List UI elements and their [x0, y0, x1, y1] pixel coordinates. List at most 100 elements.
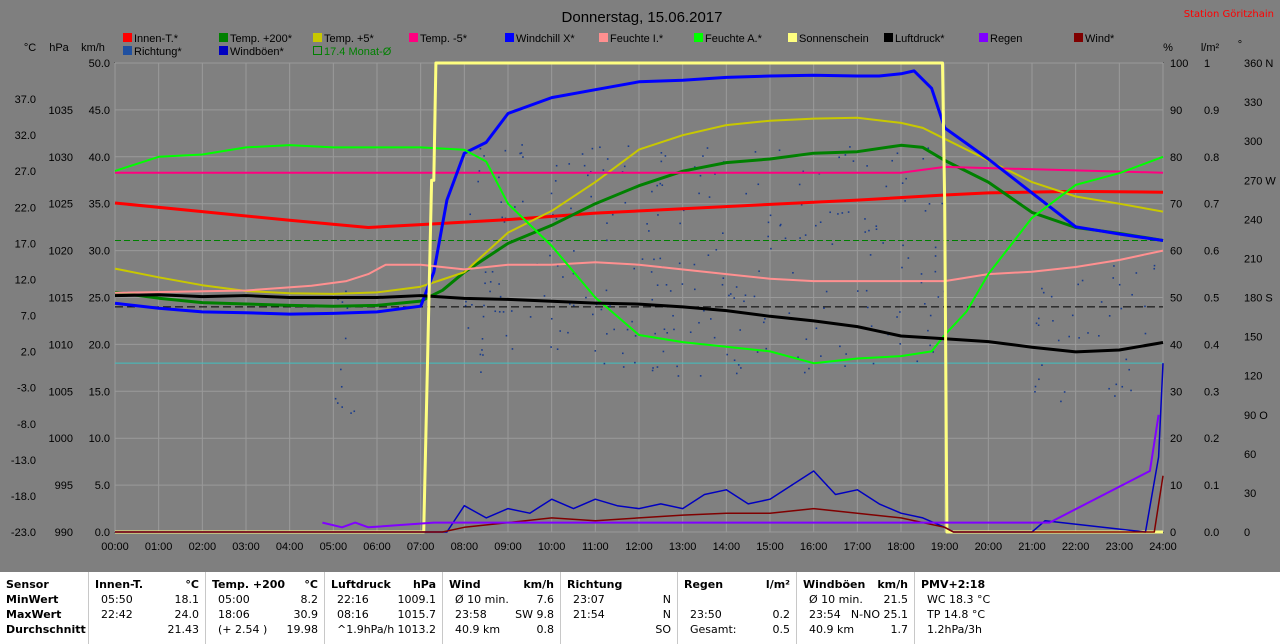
legend-swatch — [505, 33, 514, 42]
x-tick-label: 07:00 — [407, 541, 435, 553]
direction-dot — [514, 206, 516, 208]
stats-value-row: (+ 2.54 ) 19.98 — [218, 623, 318, 636]
direction-dot — [656, 284, 659, 286]
direction-dot — [708, 196, 711, 198]
series-feuchte-a- — [114, 144, 1164, 365]
x-tick-label: 17:00 — [844, 541, 872, 553]
stats-value-row: 40.9 km 0.8 — [455, 623, 554, 636]
direction-dot — [1128, 368, 1130, 371]
direction-dot — [651, 369, 654, 372]
direction-dot — [905, 177, 907, 180]
rain-tick-label: 0.7 — [1204, 199, 1219, 211]
direction-dot — [804, 234, 807, 236]
x-tick-label: 00:00 — [101, 541, 129, 553]
direction-dot — [868, 229, 870, 232]
direction-dot — [841, 212, 844, 214]
direction-dot — [659, 182, 662, 185]
direction-dot — [702, 155, 704, 157]
temp-tick-label: -18.0 — [11, 491, 36, 503]
direction-dot — [721, 283, 724, 286]
direction-dot — [334, 397, 337, 400]
direction-dot — [503, 221, 506, 223]
direction-dot — [1052, 320, 1054, 322]
legend-label: Regen — [990, 33, 1022, 45]
direction-dot — [673, 328, 675, 331]
direction-dot — [722, 277, 725, 279]
legend-label: Feuchte A.* — [705, 33, 763, 45]
direction-dot — [346, 307, 349, 310]
direction-dot — [872, 362, 875, 365]
direction-dot — [1063, 391, 1066, 393]
pressure-tick-label: 1010 — [49, 339, 73, 351]
percent-tick-label: 100 — [1170, 58, 1188, 70]
direction-dot — [1038, 378, 1040, 381]
stats-header: Wind km/h — [449, 578, 554, 591]
direction-dot — [740, 367, 742, 369]
direction-dot — [735, 372, 738, 375]
direction-dot — [552, 213, 554, 216]
direction-dot — [934, 246, 937, 249]
direction-dot — [767, 221, 770, 224]
stats-value-row: 23:07 N — [573, 593, 671, 606]
direction-dot — [467, 327, 470, 329]
direction-dot — [733, 359, 736, 362]
direction-dot — [679, 222, 681, 225]
direction-tick-label: 300 — [1244, 136, 1262, 148]
direction-dot — [568, 163, 571, 165]
direction-dot — [648, 230, 650, 232]
direction-dot — [856, 290, 859, 292]
direction-dot — [499, 295, 502, 298]
direction-dot — [634, 335, 637, 337]
direction-dot — [792, 271, 794, 274]
stats-value-row: TP 14.8 °C — [927, 608, 986, 621]
direction-dot — [605, 289, 608, 292]
direction-dot — [567, 331, 569, 334]
direction-dot — [641, 258, 644, 260]
direction-dot — [665, 284, 668, 286]
legend-label: Windchill X* — [516, 33, 575, 45]
direction-dot — [591, 313, 594, 316]
pressure-tick-label: 1030 — [49, 152, 73, 164]
x-tick-label: 08:00 — [451, 541, 479, 553]
rain-tick-label: 0.0 — [1204, 527, 1219, 539]
series-temp-200- — [114, 143, 1164, 308]
series-feuchte-i- — [114, 249, 1164, 294]
rain-tick-label: 0.2 — [1204, 433, 1219, 445]
direction-dot — [613, 328, 615, 331]
direction-dot — [341, 301, 344, 303]
direction-dot — [489, 281, 492, 283]
stats-column: Richtung 23:07 N 21:54 N SO — [560, 572, 677, 644]
direction-dot — [744, 294, 747, 297]
legend-label: Luftdruck* — [895, 33, 945, 45]
x-tick-label: 09:00 — [494, 541, 522, 553]
direction-dot — [767, 235, 769, 238]
direction-tick-label: 0 — [1244, 527, 1250, 539]
direction-dot — [511, 348, 514, 350]
stats-column: Windböen km/h Ø 10 min. 21.5 23:54 N-NO 25.1 4… — [796, 572, 914, 644]
direction-dot — [733, 297, 736, 299]
direction-dot — [1115, 383, 1118, 386]
x-tick-label: 15:00 — [756, 541, 784, 553]
stats-value-row: WC 18.3 °C — [927, 593, 991, 606]
direction-dot — [870, 325, 873, 327]
stats-value-row: 05:00 8.2 — [218, 593, 318, 606]
direction-dot — [646, 223, 648, 225]
legend-swatch — [219, 33, 228, 42]
stats-row-label: MinWert — [6, 593, 59, 606]
direction-dot — [481, 338, 484, 340]
direction-dot — [550, 317, 553, 320]
direction-dot — [779, 223, 782, 226]
direction-dot — [710, 318, 712, 320]
direction-dot — [659, 257, 662, 260]
direction-dot — [498, 311, 501, 313]
direction-dot — [713, 336, 716, 339]
direction-dot — [652, 367, 654, 369]
stats-header: Temp. +200 °C — [212, 578, 318, 591]
direction-dot — [624, 201, 627, 204]
stats-header: Regen l/m² — [684, 578, 790, 591]
direction-dot — [660, 160, 663, 163]
direction-dot — [559, 330, 562, 332]
direction-dot — [864, 218, 866, 220]
direction-dot — [1130, 389, 1132, 392]
wind-tick-label: 25.0 — [89, 293, 110, 305]
